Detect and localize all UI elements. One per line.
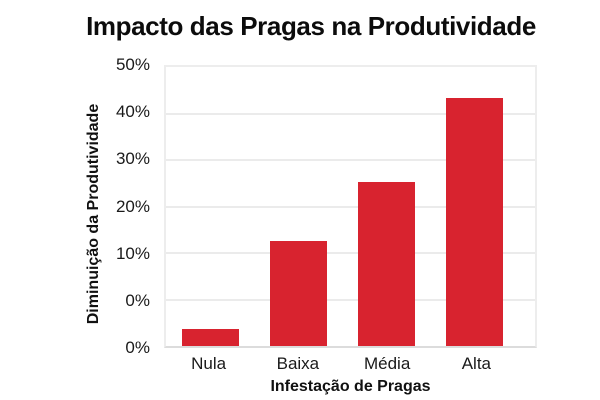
bar-slot bbox=[166, 67, 254, 346]
x-tick-label: Baixa bbox=[276, 354, 320, 373]
gridline bbox=[166, 252, 535, 254]
bar-slot bbox=[254, 67, 342, 346]
y-tick-label: 30% bbox=[115, 149, 150, 169]
bar-media bbox=[358, 182, 416, 346]
bars-row bbox=[166, 67, 519, 346]
y-tick-label: 0% bbox=[125, 290, 150, 310]
plot-area bbox=[164, 65, 537, 348]
chart-title: Impacto das Pragas na Produtividade bbox=[86, 11, 536, 41]
gridline bbox=[166, 205, 535, 208]
y-tick-label: 40% bbox=[115, 102, 150, 122]
y-axis-ticks: 50% 40% 30% 20% 10% 0% 0% bbox=[0, 55, 150, 357]
x-ticks-row: Nula Baixa Média Alta bbox=[164, 354, 537, 374]
x-axis-label: Infestação de Pragas bbox=[270, 378, 431, 395]
gridline bbox=[166, 159, 535, 161]
bar-nula bbox=[181, 329, 239, 346]
bar-slot bbox=[431, 67, 519, 346]
y-tick-label: 10% bbox=[115, 243, 150, 263]
bar-baixa bbox=[269, 241, 327, 346]
bar-alta bbox=[446, 97, 504, 346]
x-tick-label: Alta bbox=[461, 354, 492, 373]
y-tick-label: 0% bbox=[125, 338, 150, 357]
gridline bbox=[166, 298, 535, 301]
x-tick-label: Nula bbox=[191, 354, 227, 373]
y-tick-label: 20% bbox=[115, 196, 150, 216]
x-tick-label: Média bbox=[363, 354, 411, 373]
y-tick-label: 50% bbox=[115, 55, 150, 74]
bar-slot bbox=[343, 67, 431, 346]
gridline bbox=[166, 112, 535, 115]
